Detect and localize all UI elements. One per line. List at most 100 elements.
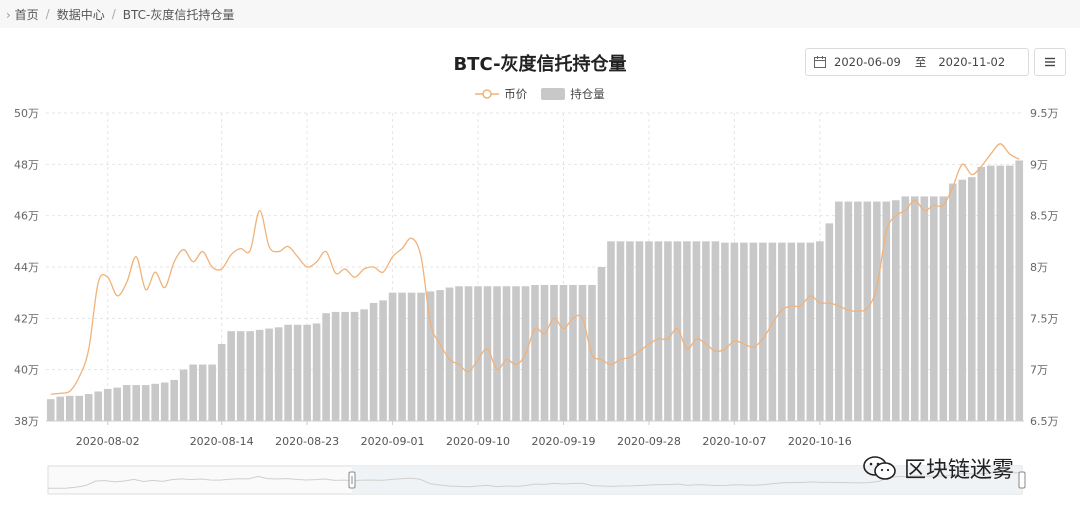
bar <box>986 165 995 421</box>
bar <box>265 328 273 421</box>
date-range-separator: 至 <box>914 55 927 69</box>
bar <box>198 364 207 421</box>
bar <box>901 196 910 421</box>
bar <box>426 291 435 421</box>
wechat-watermark: 区块链迷雾 <box>862 452 1014 484</box>
bar <box>94 391 103 421</box>
x-tick-label: 2020-08-02 <box>76 435 140 448</box>
bar <box>948 183 957 421</box>
date-end-input[interactable]: 2020-11-02 <box>938 55 1006 69</box>
bar <box>749 242 758 421</box>
date-start-input[interactable]: 2020-06-09 <box>834 55 901 69</box>
bar <box>284 324 292 421</box>
y-left-tick-label: 44万 <box>14 261 39 274</box>
bar <box>217 344 226 421</box>
bar <box>721 242 729 421</box>
bar <box>312 323 321 421</box>
bar <box>863 201 872 421</box>
bar <box>350 311 359 421</box>
y-left-tick-label: 40万 <box>14 364 39 377</box>
x-tick-label: 2020-09-19 <box>532 435 596 448</box>
bar <box>1005 165 1014 421</box>
bar <box>1015 160 1024 421</box>
bar <box>407 292 416 421</box>
bar <box>578 284 587 421</box>
y-right-tick-label: 9.5万 <box>1030 107 1059 120</box>
bar <box>797 242 805 421</box>
bar <box>635 241 644 421</box>
breadcrumb-home[interactable]: › 首页 <box>6 6 39 23</box>
y-left-tick-label: 46万 <box>14 210 39 223</box>
legend-item-price[interactable]: 币价 <box>475 86 527 102</box>
bar <box>360 309 368 421</box>
x-tick-label: 2020-09-01 <box>361 435 425 448</box>
y-left-tick-label: 48万 <box>14 158 39 171</box>
calendar-icon <box>814 56 826 68</box>
x-axis: 2020-08-02 2020-08-14 2020-08-23 2020-09-01… <box>46 420 1024 448</box>
bar-series <box>46 160 1024 421</box>
bar <box>208 364 216 421</box>
y-right-tick-label: 9万 <box>1030 158 1048 171</box>
bar <box>84 394 93 421</box>
bar <box>436 290 444 421</box>
y-right-tick-label: 7万 <box>1030 364 1048 377</box>
breadcrumb-data-center[interactable]: 数据中心 <box>56 7 105 22</box>
bar <box>65 395 74 421</box>
bar <box>977 166 986 421</box>
menu-button[interactable] <box>1034 48 1066 76</box>
bar <box>379 300 387 421</box>
bar <box>939 196 948 421</box>
y-left-tick-label: 38万 <box>14 415 39 428</box>
y-left-tick-label: 50万 <box>14 107 39 120</box>
bar <box>607 241 615 421</box>
bar <box>929 196 938 421</box>
bar <box>711 241 720 421</box>
bar <box>255 329 264 421</box>
bar <box>141 385 150 421</box>
bar <box>740 242 748 421</box>
line-marker-icon <box>475 89 500 99</box>
breadcrumb-separator: / <box>111 7 116 21</box>
zoom-handle-right[interactable] <box>1018 471 1026 489</box>
menu-icon <box>1045 57 1055 67</box>
breadcrumb: › 首页 / 数据中心 / BTC-灰度信托持仓量 <box>0 0 1080 28</box>
breadcrumb-separator: / <box>45 7 50 21</box>
bar <box>122 385 131 421</box>
bar <box>56 396 65 421</box>
bar <box>692 241 701 421</box>
bar <box>882 201 891 421</box>
bar <box>341 311 349 421</box>
bar <box>303 324 311 421</box>
bar <box>132 385 141 421</box>
line-series <box>50 143 1020 395</box>
bar <box>512 286 520 421</box>
chart-grid <box>46 112 1024 422</box>
legend-label-holdings: 持仓量 <box>570 87 605 101</box>
bar <box>103 388 112 421</box>
bar <box>502 286 511 421</box>
bar <box>483 286 492 421</box>
price-line <box>50 143 1020 395</box>
bar <box>170 379 178 421</box>
bar <box>388 292 397 421</box>
date-range-picker[interactable]: 2020-06-09 至 2020-11-02 <box>805 48 1029 76</box>
bar <box>236 331 245 421</box>
x-tick-label: 2020-08-14 <box>190 435 254 448</box>
bar <box>160 382 169 421</box>
bar <box>778 242 786 421</box>
bar-marker-icon <box>541 88 566 100</box>
zoom-handle-left[interactable] <box>348 471 356 489</box>
bar <box>958 179 967 421</box>
bar <box>559 284 568 421</box>
bar <box>873 201 881 421</box>
legend-item-holdings[interactable]: 持仓量 <box>541 86 605 102</box>
bar <box>683 241 691 421</box>
bar <box>702 241 710 421</box>
bar <box>369 302 378 421</box>
bar <box>569 284 577 421</box>
legend-label-price: 币价 <box>504 87 528 101</box>
wechat-icon <box>863 456 896 480</box>
bar <box>151 383 159 421</box>
bar <box>531 284 539 421</box>
bar <box>189 364 197 421</box>
